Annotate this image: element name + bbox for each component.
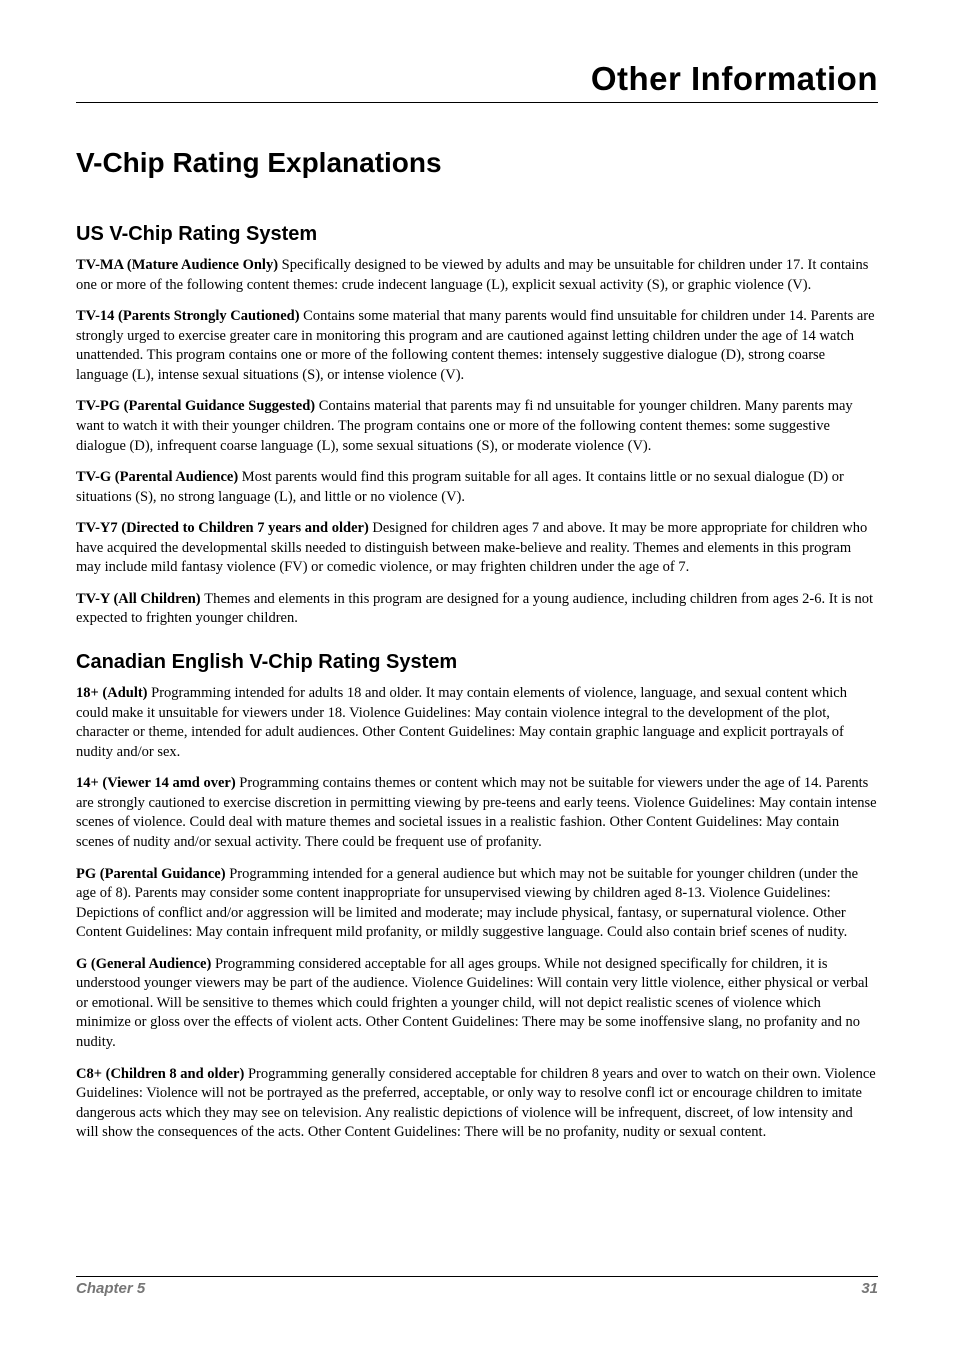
page-header-title: Other Information — [76, 60, 878, 103]
rating-paragraph: TV-Y (All Children) Themes and elements … — [76, 590, 878, 629]
rating-paragraph: 14+ (Viewer 14 amd over) Programming con… — [76, 774, 878, 852]
footer-chapter: Chapter 5 — [76, 1280, 145, 1297]
rating-paragraph: TV-14 (Parents Strongly Cautioned) Conta… — [76, 307, 878, 385]
rating-paragraph: TV-G (Parental Audience) Most parents wo… — [76, 468, 878, 507]
page-footer: Chapter 5 31 — [76, 1276, 878, 1297]
rating-lead: TV-Y (All Children) — [76, 591, 204, 607]
content-sections: US V-Chip Rating System TV-MA (Mature Aud… — [76, 223, 878, 1143]
footer-page-number: 31 — [861, 1280, 878, 1297]
section-heading: US V-Chip Rating System — [76, 223, 878, 246]
rating-paragraph: PG (Parental Guidance) Programming inten… — [76, 865, 878, 943]
rating-lead: 14+ (Viewer 14 amd over) — [76, 775, 239, 791]
rating-lead: TV-PG (Parental Guidance Suggested) — [76, 398, 319, 414]
section-heading: Canadian English V-Chip Rating System — [76, 651, 878, 674]
rating-lead: TV-14 (Parents Strongly Cautioned) — [76, 308, 303, 324]
rating-paragraph: C8+ (Children 8 and older) Programming g… — [76, 1065, 878, 1143]
rating-lead: TV-G (Parental Audience) — [76, 469, 242, 485]
rating-lead: PG (Parental Guidance) — [76, 866, 229, 882]
rating-lead: TV-Y7 (Directed to Children 7 years and … — [76, 520, 372, 536]
rating-paragraph: TV-MA (Mature Audience Only) Specificall… — [76, 256, 878, 295]
rating-paragraph: 18+ (Adult) Programming intended for adu… — [76, 684, 878, 762]
rating-body: Programming intended for adults 18 and o… — [76, 685, 847, 760]
rating-paragraph: G (General Audience) Programming conside… — [76, 955, 878, 1053]
rating-paragraph: TV-Y7 (Directed to Children 7 years and … — [76, 519, 878, 578]
rating-paragraph: TV-PG (Parental Guidance Suggested) Cont… — [76, 397, 878, 456]
rating-lead: TV-MA (Mature Audience Only) — [76, 257, 282, 273]
rating-lead: C8+ (Children 8 and older) — [76, 1066, 248, 1082]
document-page: Other Information V-Chip Rating Explanat… — [0, 0, 954, 1351]
rating-lead: G (General Audience) — [76, 956, 215, 972]
main-title: V-Chip Rating Explanations — [76, 147, 878, 179]
rating-lead: 18+ (Adult) — [76, 685, 151, 701]
